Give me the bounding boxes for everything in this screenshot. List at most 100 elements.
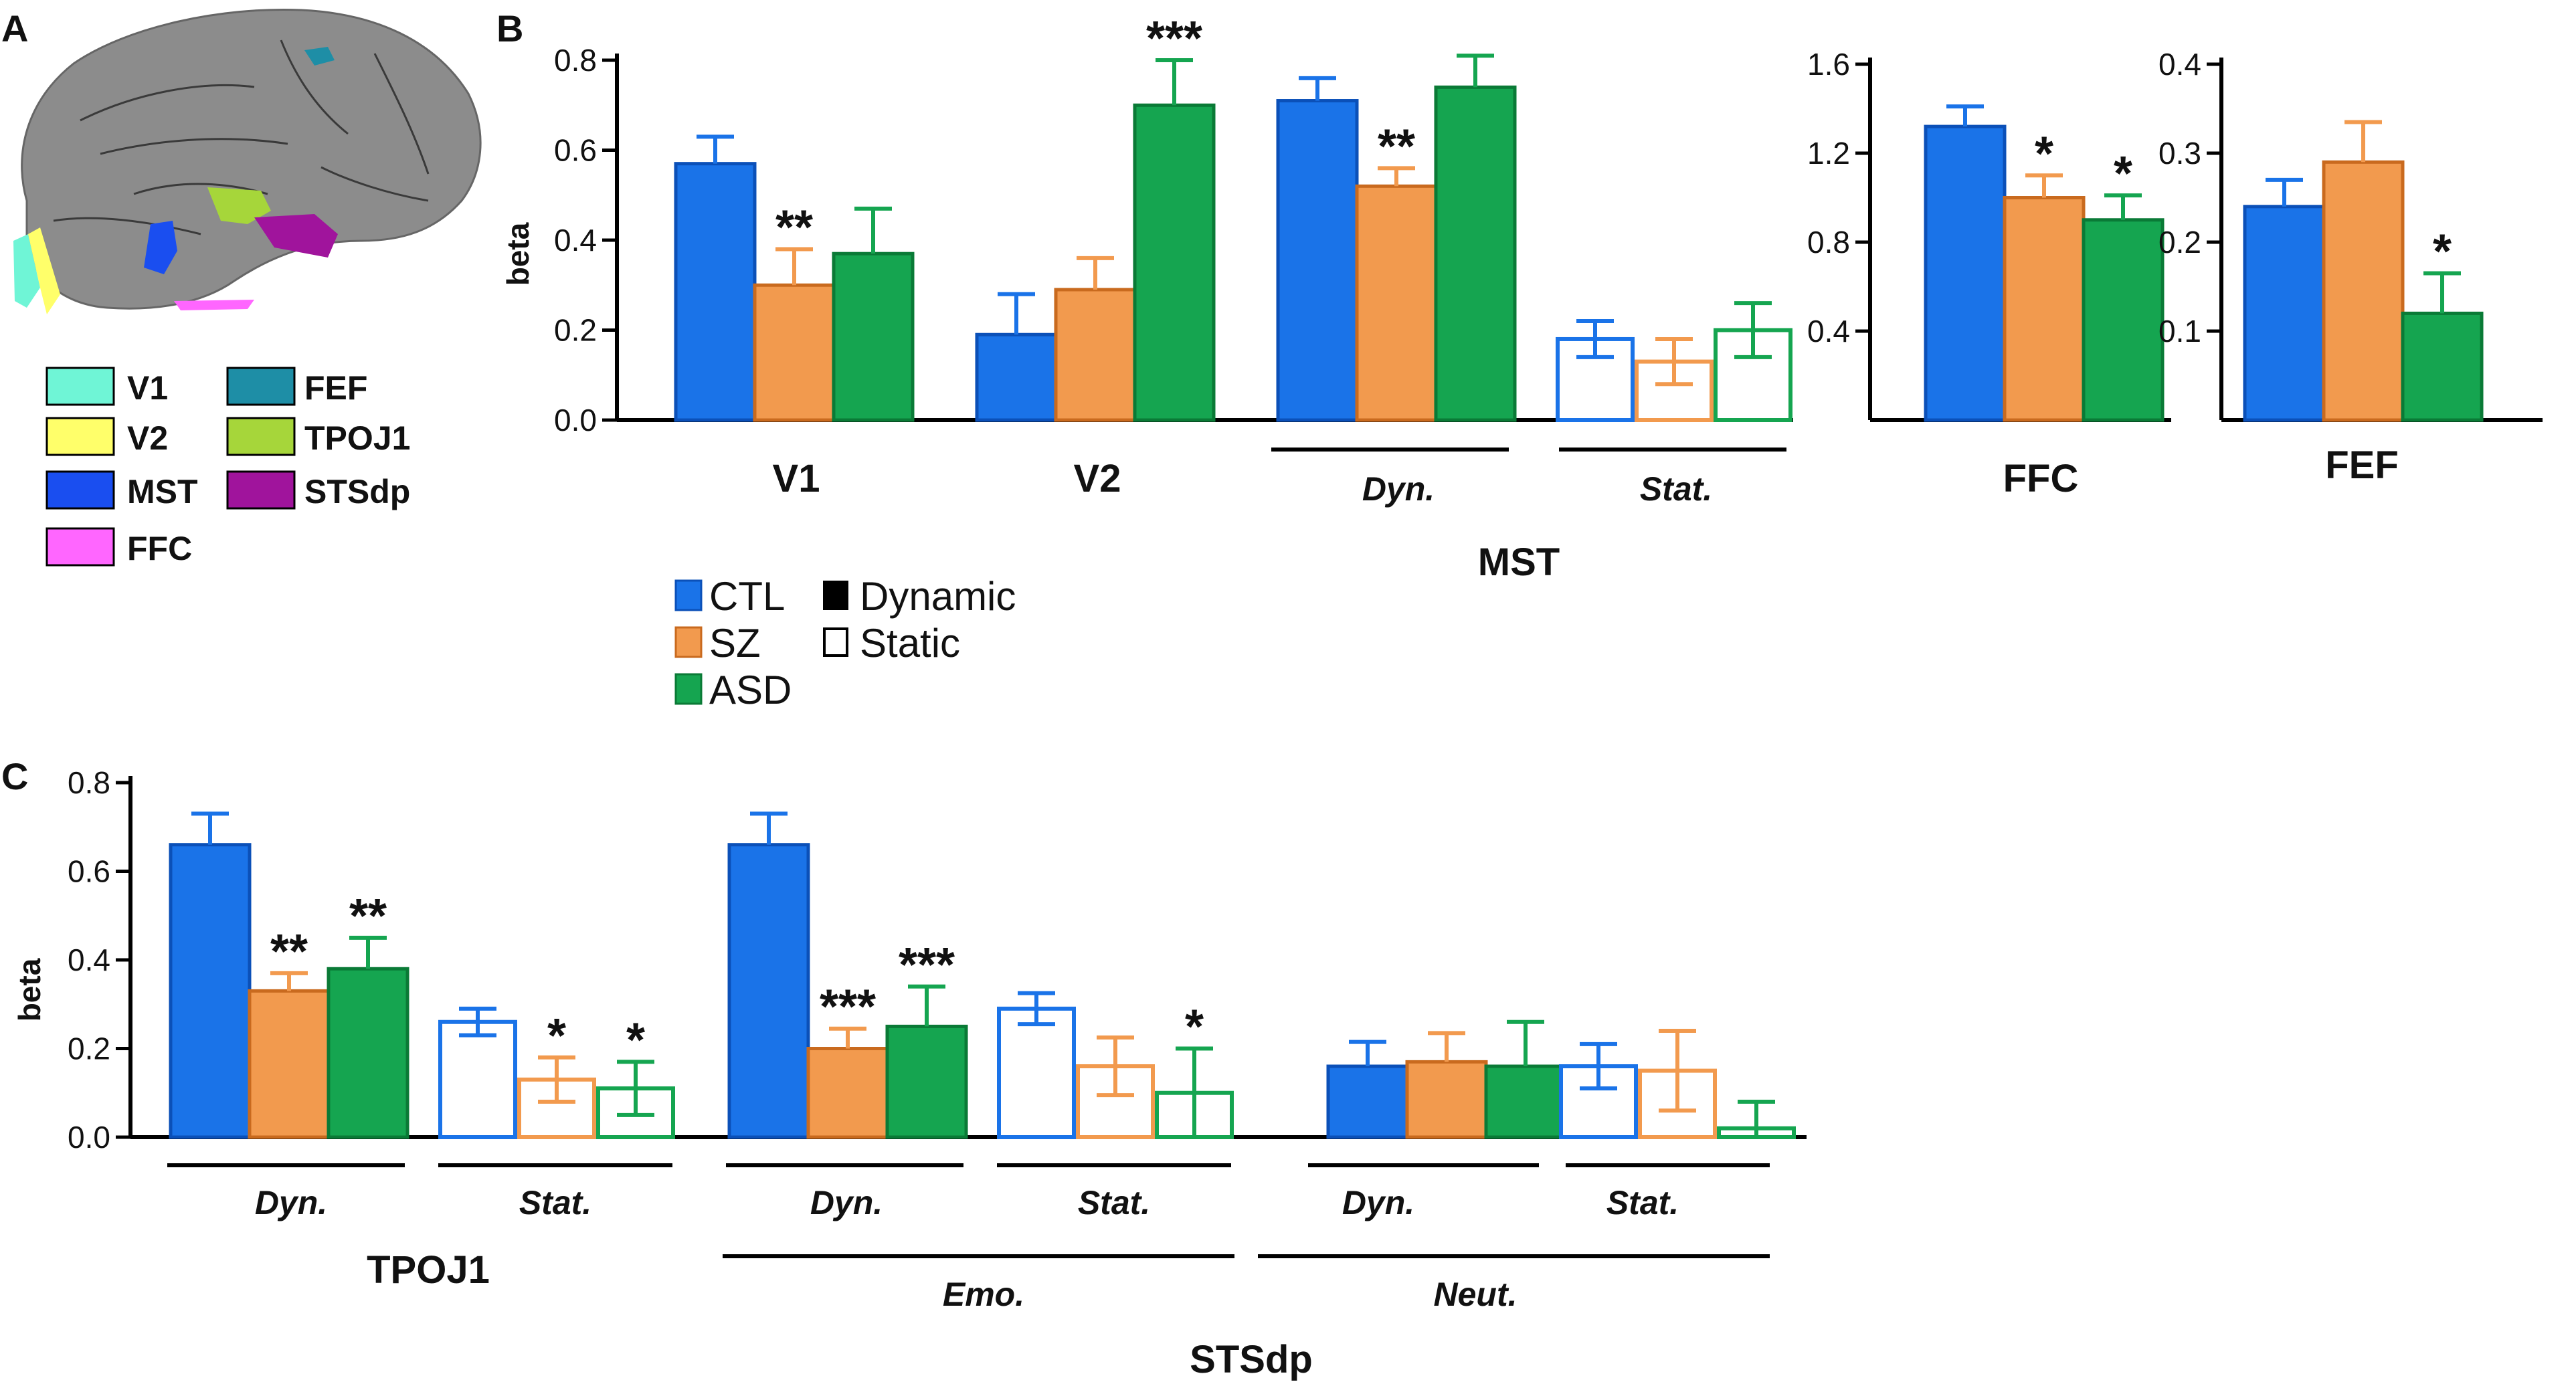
bar-sz [753, 283, 836, 422]
bar-ctl-static [997, 1006, 1076, 1139]
region-mst [144, 221, 177, 274]
y-tick-label: 1.6 [1807, 47, 1850, 82]
region-v1 [13, 234, 40, 308]
bar-ctl [727, 843, 810, 1139]
bar-ctl-static [438, 1019, 517, 1139]
y-tick-label: 0.0 [554, 403, 597, 437]
region-label-stsdp: STSdp [304, 473, 410, 510]
y-tick-label: 0.6 [68, 854, 110, 889]
bar-ctl [1924, 124, 2007, 422]
b-category-v2: V2 [1074, 457, 1121, 500]
region-label-mst: MST [127, 473, 198, 510]
legend-label-ctl: CTL [709, 574, 785, 619]
y-tick-label: 0.2 [554, 313, 597, 348]
b-category-fef: FEF [2325, 443, 2399, 487]
bar-sz [248, 989, 331, 1139]
bar-ctl [975, 332, 1058, 422]
region-swatch-v2 [45, 417, 115, 456]
b-sublabel-dyn: Dyn. [1362, 470, 1435, 508]
bar-ctl [169, 843, 252, 1139]
y-tick-label: 0.0 [68, 1120, 110, 1155]
legend-item-asd: ASD [674, 668, 792, 712]
region-label-tpoj1: TPOJ1 [304, 419, 410, 457]
c-sublabel-dyn-3: Dyn. [1342, 1184, 1414, 1221]
significance-label: *** [899, 938, 955, 992]
bar-asd [832, 252, 915, 422]
b-category-v1: V1 [773, 457, 820, 500]
bar-sz [1054, 288, 1137, 422]
c-region-label-stsdp: STSdp [1190, 1338, 1313, 1381]
region-legend-item: FEF [226, 367, 367, 407]
significance-label: ** [270, 925, 308, 979]
c-region-label-neut: Neut. [1434, 1276, 1517, 1313]
bar-asd [2401, 311, 2484, 422]
bar-ctl [1326, 1064, 1409, 1139]
bar-sz [806, 1047, 889, 1139]
panel-label-c: C [1, 755, 28, 797]
region-legend-item: MST [45, 470, 198, 510]
y-tick-label: 0.1 [2158, 314, 2201, 349]
chart-b-fef: 0.1 0.2 0.3 0.4 * [2158, 47, 2543, 422]
region-swatch-ffc [45, 527, 115, 567]
chart-b-ffc: 0.4 0.8 1.2 1.6 * * [1807, 47, 2171, 422]
brain-render [13, 8, 482, 314]
significance-label: ** [1378, 120, 1415, 173]
y-tick-label: 0.6 [554, 133, 597, 168]
legend-swatch-sz [674, 626, 703, 658]
legend-label-static: Static [860, 621, 960, 666]
region-ffc [174, 300, 254, 310]
b-y-axis-label: beta [500, 222, 535, 286]
sulcus-lines [53, 39, 430, 235]
c-sublabel-stat-3: Stat. [1606, 1184, 1679, 1221]
y-tick-label: 0.8 [554, 43, 597, 78]
region-stsdp [254, 214, 338, 258]
significance-label: * [626, 1013, 645, 1067]
region-legend-item: V1 [45, 367, 168, 407]
bar-ctl [2243, 205, 2326, 422]
region-legend-item: TPOJ1 [226, 417, 410, 457]
c-sublabel-dyn-1: Dyn. [255, 1184, 327, 1221]
group-legend: CTL SZ ASD Dynamic Static [674, 574, 1016, 712]
bar-ctl [1276, 99, 1359, 422]
y-tick-label: 0.8 [1807, 225, 1850, 260]
legend-swatch-ctl [674, 579, 703, 611]
c-sublabel-stat-1: Stat. [519, 1184, 591, 1221]
significance-label: ** [349, 890, 387, 943]
legend-item-sz: SZ [674, 621, 761, 666]
legend-label-asd: ASD [709, 668, 792, 712]
bar-asd [1133, 103, 1216, 422]
region-swatch-tpoj1 [226, 417, 296, 456]
c-sublabel-stat-2: Stat. [1078, 1184, 1150, 1221]
region-label-ffc: FFC [127, 530, 192, 567]
significance-label: ** [775, 201, 813, 254]
y-tick-label: 0.4 [2158, 47, 2201, 82]
c-region-label-emo: Emo. [943, 1276, 1024, 1313]
bar-sz [2003, 196, 2086, 422]
significance-label: * [2035, 127, 2053, 181]
region-label-v2: V2 [127, 419, 168, 457]
y-tick-label: 0.8 [68, 765, 110, 800]
significance-label: * [547, 1009, 566, 1063]
c-region-label-tpoj1: TPOJ1 [367, 1248, 490, 1292]
region-swatch-v1 [45, 367, 115, 406]
y-tick-label: 0.4 [68, 943, 110, 977]
chart-b-main: 0.00.20.40.60.8******* [554, 12, 1793, 437]
panel-label-b: B [496, 7, 523, 50]
bar-asd [885, 1024, 968, 1139]
y-tick-label: 1.2 [1807, 136, 1850, 171]
chart-c: 0.00.20.40.60.8***** ******** [68, 765, 1807, 1155]
bar-ctl [674, 162, 757, 422]
significance-label: * [1185, 1001, 1204, 1054]
region-legend-item: V2 [45, 417, 168, 457]
bar-asd [1434, 85, 1517, 422]
region-label-v1: V1 [127, 369, 168, 407]
y-tick-label: 0.4 [554, 223, 597, 258]
b-group-label-mst: MST [1478, 540, 1560, 584]
region-v2 [28, 227, 60, 314]
region-legend: V1 FEF V2 TPOJ1 MST STSdp FFC [45, 367, 410, 567]
brain-surface [21, 8, 482, 310]
significance-label: *** [1146, 12, 1202, 66]
legend-item-ctl: CTL [674, 574, 785, 619]
significance-label: * [2433, 225, 2452, 279]
